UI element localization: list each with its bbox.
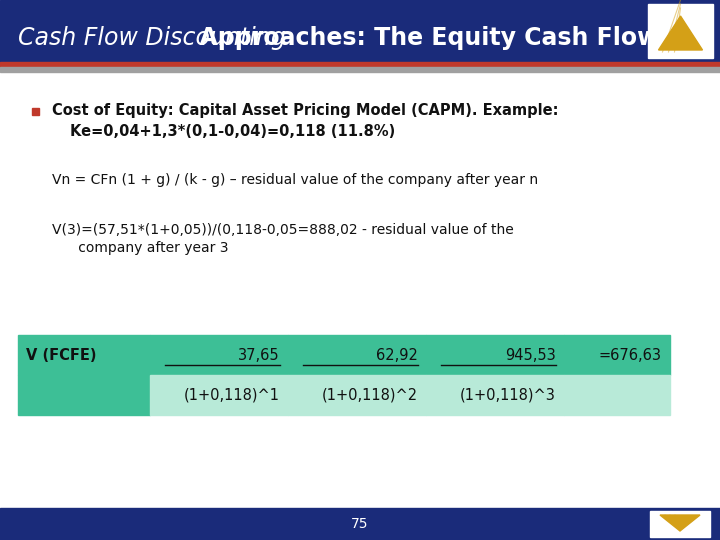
- Polygon shape: [660, 515, 700, 531]
- Bar: [564, 335, 670, 375]
- Bar: [288, 335, 426, 375]
- Text: 945,53: 945,53: [505, 348, 556, 362]
- Bar: [0, 0, 720, 62]
- Bar: [32, 107, 39, 114]
- Text: (1+0,118)^2: (1+0,118)^2: [322, 388, 418, 402]
- Bar: [650, 511, 710, 537]
- Text: Cash Flow Discounting: Cash Flow Discounting: [18, 26, 293, 50]
- Text: Ke=0,04+1,3*(0,1-0,04)=0,118 (11.8%): Ke=0,04+1,3*(0,1-0,04)=0,118 (11.8%): [70, 125, 395, 139]
- Bar: [648, 4, 713, 58]
- Text: 62,92: 62,92: [376, 348, 418, 362]
- Text: V (FCFE): V (FCFE): [26, 348, 96, 362]
- Text: =676,63: =676,63: [599, 348, 662, 362]
- Text: (1+0,118)^1: (1+0,118)^1: [184, 388, 280, 402]
- Text: 75: 75: [351, 517, 369, 531]
- Bar: [150, 335, 288, 375]
- Text: V(3)=(57,51*(1+0,05))/(0,118-0,05=888,02 - residual value of the: V(3)=(57,51*(1+0,05))/(0,118-0,05=888,02…: [52, 223, 514, 237]
- Text: company after year 3: company after year 3: [52, 241, 228, 255]
- Text: Vn = CFn (1 + g) / (k - g) – residual value of the company after year n: Vn = CFn (1 + g) / (k - g) – residual va…: [52, 173, 538, 187]
- Bar: [150, 375, 288, 415]
- Text: 37,65: 37,65: [238, 348, 280, 362]
- Bar: [0, 508, 720, 540]
- Text: Cost of Equity: Capital Asset Pricing Model (CAPM). Example:: Cost of Equity: Capital Asset Pricing Mo…: [52, 103, 559, 118]
- Bar: [426, 375, 564, 415]
- Polygon shape: [659, 16, 703, 50]
- Bar: [0, 67, 720, 72]
- Bar: [288, 375, 426, 415]
- Text: (1+0,118)^3: (1+0,118)^3: [460, 388, 556, 402]
- Bar: [426, 335, 564, 375]
- Bar: [0, 62, 720, 67]
- Bar: [564, 375, 670, 415]
- Bar: [18, 335, 150, 375]
- Text: Approaches: The Equity Cash Flow: Approaches: The Equity Cash Flow: [18, 26, 659, 50]
- Bar: [18, 375, 150, 415]
